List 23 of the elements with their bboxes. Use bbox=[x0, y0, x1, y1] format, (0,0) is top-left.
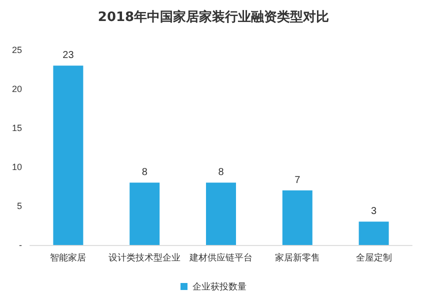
bar bbox=[358, 222, 389, 245]
y-tick-label: 25 bbox=[12, 45, 22, 55]
x-tick-label: 智能家居 bbox=[50, 252, 86, 262]
y-tick-label: 20 bbox=[12, 84, 22, 94]
y-tick-label: - bbox=[19, 240, 22, 250]
y-tick-label: 15 bbox=[12, 123, 22, 133]
bar bbox=[206, 182, 236, 245]
x-tick-label: 家居新零售 bbox=[274, 252, 320, 262]
bar bbox=[282, 190, 312, 245]
data-label: 8 bbox=[218, 167, 224, 178]
y-tick-label: 5 bbox=[16, 201, 22, 211]
data-label: 3 bbox=[371, 206, 378, 218]
x-tick-label: 建材供应链平台 bbox=[188, 252, 252, 262]
bar bbox=[130, 182, 160, 245]
data-label: 7 bbox=[294, 174, 301, 186]
x-tick-label: 全屋定制 bbox=[356, 252, 392, 262]
legend-label: 企业获投数量 bbox=[192, 282, 246, 292]
data-label: 8 bbox=[142, 167, 148, 178]
bar bbox=[53, 66, 84, 245]
y-tick-label: 10 bbox=[12, 162, 22, 172]
data-label: 23 bbox=[62, 50, 74, 62]
chart-title: 2018年中国家居家装行业融资类型对比 bbox=[98, 9, 330, 25]
x-tick-label: 设计类技术型企业 bbox=[108, 252, 181, 262]
